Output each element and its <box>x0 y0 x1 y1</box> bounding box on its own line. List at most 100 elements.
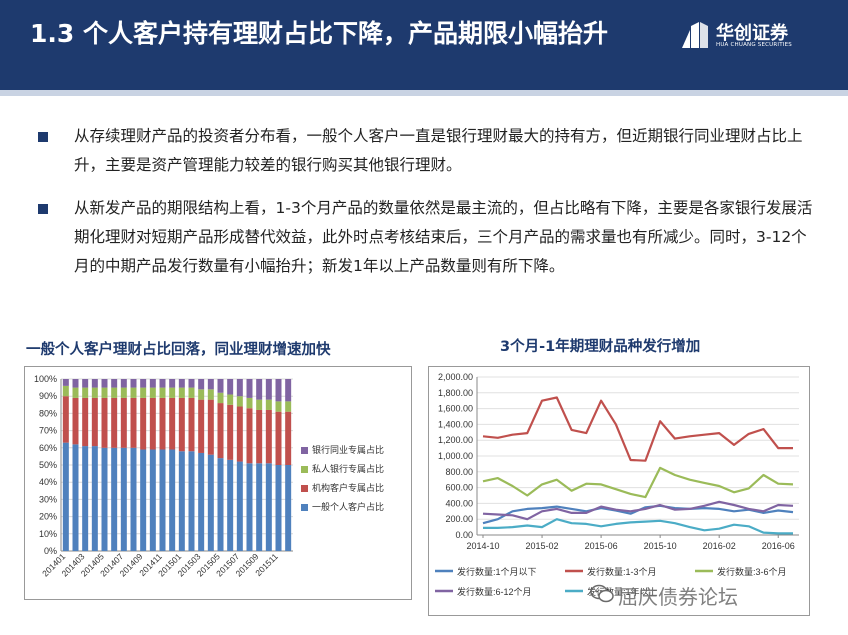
bar-segment <box>207 389 214 400</box>
series-line <box>482 396 793 462</box>
bar-segment <box>256 409 263 464</box>
bar-segment <box>140 379 147 388</box>
bullet-square-icon <box>38 132 48 142</box>
y-tick-label: 1,000.00 <box>438 451 473 461</box>
line-chart: 0.00 200.00 400.00 600.00 800.00 1,000.00 1,20… <box>435 372 799 597</box>
legend-label: 银行同业专属占比 <box>312 444 384 455</box>
bar-segment <box>101 447 108 551</box>
bar-segment <box>207 454 214 551</box>
bar-segment <box>236 379 243 397</box>
bar-segment <box>169 397 176 450</box>
legend-swatch <box>301 447 308 454</box>
bar-segment <box>130 397 137 448</box>
bar-segment <box>246 397 253 409</box>
bar-segment <box>130 447 137 551</box>
bar-segment <box>149 379 156 388</box>
bar-segment <box>82 446 89 551</box>
bullet-text: 从存续理财产品的投资者分布看，一般个人客户一直是银行理财最大的持有方，但近期银行… <box>74 127 803 174</box>
bar-segment <box>111 379 118 388</box>
bar-segment <box>159 397 166 450</box>
y-tick-label: 200.00 <box>445 514 473 524</box>
bar-segment <box>198 389 205 400</box>
bar-segment <box>120 447 127 551</box>
bar-segment <box>178 397 185 452</box>
bar-segment <box>275 411 282 465</box>
y-tick-label: 1,200.00 <box>438 435 473 445</box>
bar-segment <box>217 392 224 404</box>
bar-segment <box>82 387 89 398</box>
x-tick-label: 2016-06 <box>762 541 795 551</box>
bar-segment <box>91 379 98 388</box>
bar-segment <box>188 451 195 551</box>
bullet-item: 从存续理财产品的投资者分布看，一般个人客户一直是银行理财最大的持有方，但近期银行… <box>38 122 818 182</box>
bar-segment <box>236 396 243 407</box>
bar-segment <box>169 379 176 388</box>
logo-text-en: HUA CHUANG SECURITIES <box>716 42 792 48</box>
bar-segment <box>140 449 147 551</box>
legend-swatch <box>301 504 308 511</box>
bar-segment <box>169 387 176 398</box>
y-tick-label: 400.00 <box>445 498 473 508</box>
series-line <box>483 518 793 535</box>
bar-segment <box>159 449 166 551</box>
bar-segment <box>236 406 243 462</box>
bar-segment <box>246 379 253 398</box>
stacked-bar-chart: 0%10%20%30%40%50%60%70%80%90%100%2014012… <box>34 374 384 578</box>
bar-segment <box>91 446 98 551</box>
x-tick-label: 2015-02 <box>526 541 559 551</box>
bar-segment <box>159 379 166 388</box>
bar-segment <box>285 465 292 551</box>
logo-mark-icon <box>682 22 708 48</box>
bar-segment <box>285 411 292 465</box>
y-tick-label: 0.00 <box>455 530 473 540</box>
bar-segment <box>120 379 127 388</box>
y-tick-label: 80% <box>39 408 57 418</box>
bar-segment <box>91 387 98 398</box>
bar-segment <box>111 397 118 448</box>
bar-segment <box>130 379 137 388</box>
company-logo: 华创证券 HUA CHUANG SECURITIES <box>680 20 800 50</box>
bar-segment <box>91 397 98 447</box>
y-tick-label: 90% <box>39 391 57 401</box>
bar-segment <box>72 379 79 388</box>
bar-segment <box>256 379 263 400</box>
x-tick-label: 2015-06 <box>585 541 618 551</box>
x-tick-label: 2014-10 <box>466 541 499 551</box>
bar-segment <box>265 463 272 551</box>
y-tick-label: 10% <box>39 529 57 539</box>
header-bar: 1.3 个人客户持有理财占比下降，产品期限小幅抬升 华创证券 HUA CHUAN… <box>0 0 848 90</box>
bar-segment <box>227 459 234 551</box>
legend-label: 私人银行专属占比 <box>312 463 384 474</box>
bar-segment <box>72 387 79 398</box>
bar-segment <box>82 379 89 388</box>
y-tick-label: 1,600.00 <box>438 404 473 414</box>
y-tick-label: 30% <box>39 494 57 504</box>
bar-segment <box>101 387 108 398</box>
bar-segment <box>198 399 205 453</box>
series-line <box>482 500 794 521</box>
bar-segment <box>227 404 234 460</box>
y-tick-label: 800.00 <box>445 467 473 477</box>
bar-segment <box>246 463 253 551</box>
bar-segment <box>149 387 156 398</box>
bar-segment <box>236 461 243 551</box>
bar-segment <box>198 379 205 390</box>
legend-label: 发行数量:6-12个月 <box>457 586 532 597</box>
y-tick-label: 40% <box>39 477 57 487</box>
bar-segment <box>178 451 185 551</box>
bar-segment <box>72 444 79 551</box>
bar-segment <box>217 379 224 393</box>
line-chart-panel: 0.00 200.00 400.00 600.00 800.00 1,000.00 1,20… <box>428 366 810 616</box>
y-tick-label: 70% <box>39 426 57 436</box>
bar-segment <box>169 449 176 551</box>
bar-segment <box>178 379 185 388</box>
bar-segment <box>256 463 263 551</box>
y-tick-label: 1,400.00 <box>438 419 473 429</box>
bar-segment <box>188 379 195 388</box>
y-tick-label: 60% <box>39 443 57 453</box>
bar-segment <box>149 397 156 450</box>
bar-segment <box>178 387 185 398</box>
bar-segment <box>101 397 108 448</box>
bar-segment <box>217 403 224 459</box>
y-tick-label: 600.00 <box>445 483 473 493</box>
